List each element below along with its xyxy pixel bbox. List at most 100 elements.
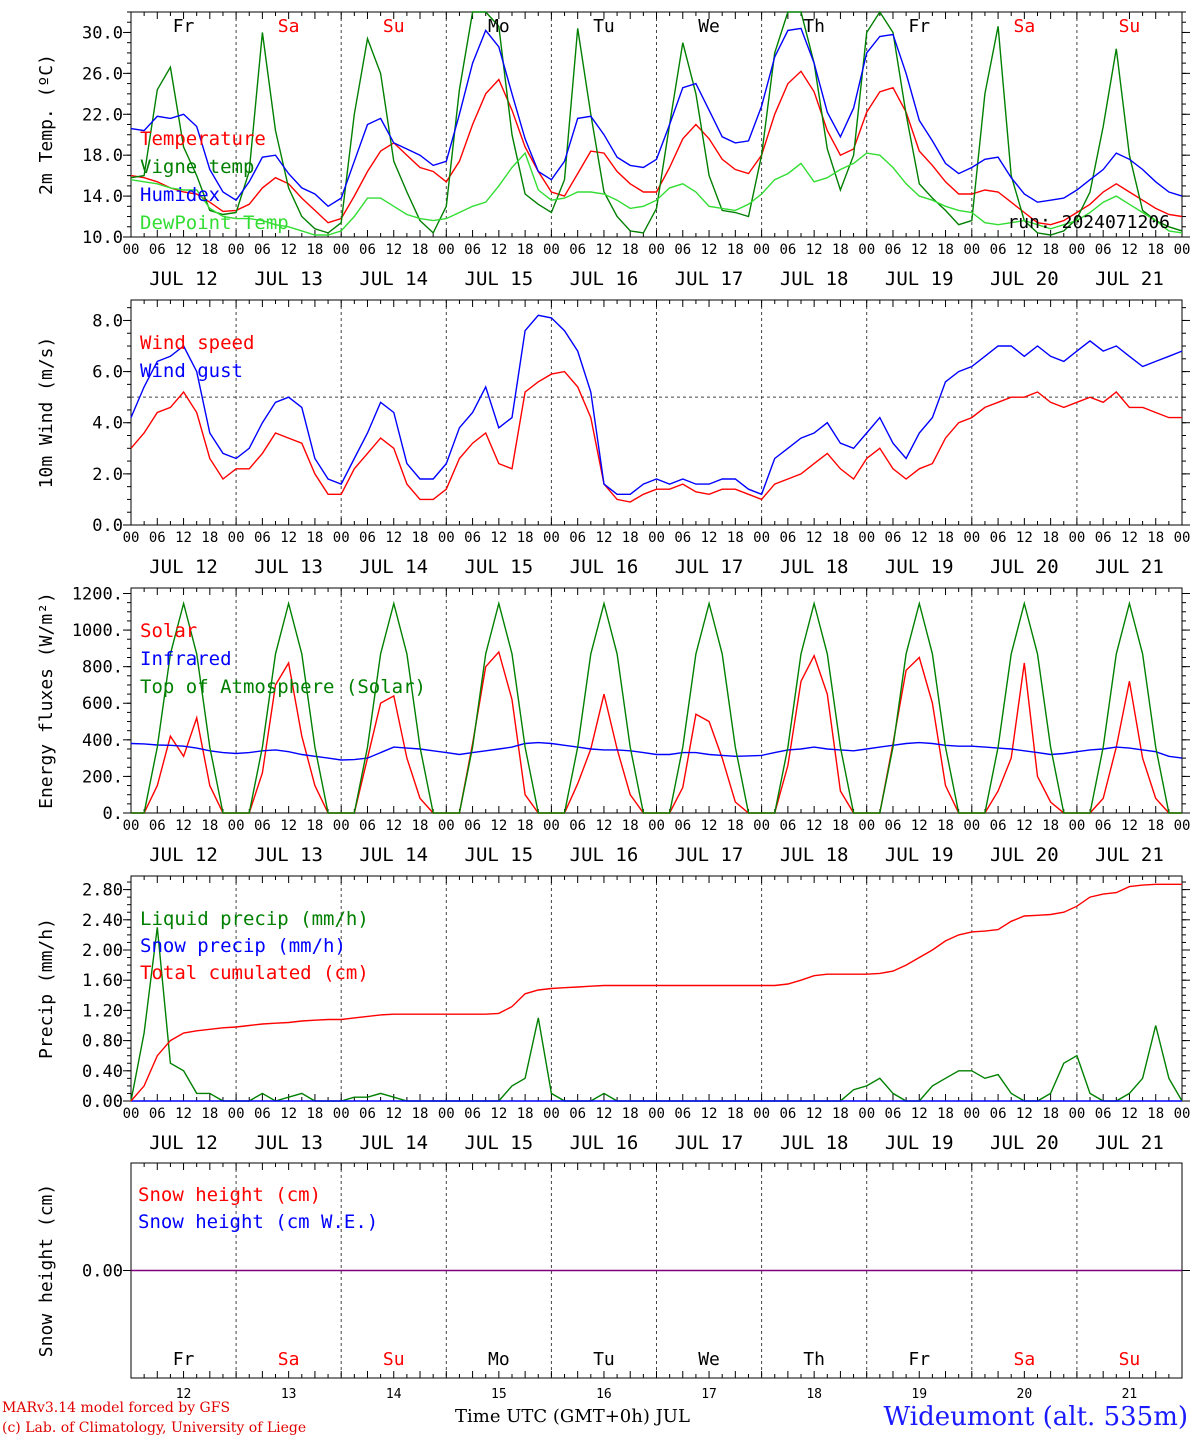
hour-tick-label: 00 — [543, 1106, 560, 1122]
y-tick-label: 600. — [82, 694, 123, 714]
legend-entry: Wind speed — [140, 332, 254, 354]
hour-tick-label: 18 — [1042, 530, 1059, 546]
hour-tick-label: 12 — [175, 818, 192, 834]
hour-tick-label: 06 — [1095, 530, 1112, 546]
hour-tick-label: 06 — [254, 818, 271, 834]
hour-tick-label: 00 — [963, 530, 980, 546]
y-tick-label: 4.0 — [92, 414, 123, 434]
hour-tick-label: 06 — [779, 1106, 796, 1122]
hour-tick-label: 00 — [858, 242, 875, 258]
day-number-label: 13 — [281, 1387, 297, 1402]
day-label: JUL 13 — [254, 1132, 323, 1154]
y-tick-label: 0.00 — [82, 1262, 123, 1282]
hour-tick-label: 00 — [1068, 242, 1085, 258]
day-label: JUL 13 — [254, 556, 323, 578]
hour-tick-label: 18 — [306, 818, 323, 834]
hour-tick-label: 06 — [990, 1106, 1007, 1122]
legend-entry: Total cumulated (cm) — [140, 962, 369, 984]
hour-tick-label: 12 — [490, 1106, 507, 1122]
day-number-label: 18 — [806, 1387, 822, 1402]
hour-tick-label: 18 — [727, 1106, 744, 1122]
hour-tick-label: 06 — [149, 242, 166, 258]
day-label: JUL 16 — [570, 1132, 639, 1154]
hour-tick-label: 18 — [412, 1106, 429, 1122]
day-label: JUL 21 — [1095, 1132, 1164, 1154]
hour-tick-label: 00 — [228, 818, 245, 834]
y-tick-label: 2.0 — [92, 465, 123, 485]
hour-tick-label: 12 — [1121, 1106, 1138, 1122]
hour-tick-label: 00 — [753, 530, 770, 546]
hour-tick-label: 06 — [569, 1106, 586, 1122]
plot-frame — [130, 299, 1183, 526]
weekday-label: Fr — [908, 16, 930, 37]
legend-entry: Top of Atmosphere (Solar) — [140, 676, 426, 698]
day-label: JUL 13 — [254, 268, 323, 290]
hour-tick-label: 06 — [254, 530, 271, 546]
hour-tick-label: 12 — [596, 1106, 613, 1122]
weekday-label: Su — [1119, 1349, 1141, 1370]
weekday-label: Su — [383, 1349, 405, 1370]
hour-tick-label: 06 — [149, 818, 166, 834]
y-tick-label: 0.0 — [92, 516, 123, 536]
hour-tick-label: 00 — [438, 1106, 455, 1122]
hour-tick-label: 18 — [412, 818, 429, 834]
hour-tick-label: 18 — [201, 1106, 218, 1122]
hour-tick-label: 12 — [490, 818, 507, 834]
y-axis-label: Precip (mm/h) — [36, 918, 57, 1059]
hour-tick-label: 00 — [963, 1106, 980, 1122]
y-tick-label: 22.0 — [82, 105, 123, 125]
hour-tick-label: 18 — [517, 1106, 534, 1122]
hour-tick-label: 12 — [1121, 530, 1138, 546]
y-tick-label: 8.0 — [92, 311, 123, 331]
hour-tick-label: 18 — [412, 242, 429, 258]
hour-tick-label: 06 — [990, 242, 1007, 258]
day-number-label: 21 — [1122, 1387, 1138, 1402]
day-label: JUL 20 — [990, 844, 1059, 866]
hour-tick-label: 12 — [1016, 530, 1033, 546]
day-label: JUL 21 — [1095, 844, 1164, 866]
hour-tick-label: 12 — [1016, 1106, 1033, 1122]
weekday-label: Mo — [488, 1349, 510, 1370]
day-label: JUL 21 — [1095, 268, 1164, 290]
hour-tick-label: 12 — [806, 530, 823, 546]
y-tick-label: 0.00 — [82, 1092, 123, 1112]
hour-tick-label: 18 — [1147, 242, 1164, 258]
hour-tick-label: 00 — [1068, 530, 1085, 546]
day-label: JUL 20 — [990, 556, 1059, 578]
hour-tick-label: 12 — [385, 242, 402, 258]
hour-tick-label: 06 — [674, 242, 691, 258]
legend-entry: Infrared — [140, 648, 232, 670]
day-label: JUL 17 — [675, 1132, 744, 1154]
hour-tick-label: 00 — [333, 818, 350, 834]
y-tick-label: 200. — [82, 767, 123, 787]
hour-tick-label: 12 — [385, 818, 402, 834]
hour-tick-label: 18 — [201, 530, 218, 546]
hour-tick-label: 00 — [228, 242, 245, 258]
series-line — [130, 370, 1182, 503]
hour-tick-label: 18 — [622, 530, 639, 546]
day-label: JUL 18 — [780, 1132, 849, 1154]
hour-tick-label: 06 — [464, 818, 481, 834]
hour-tick-label: 18 — [937, 818, 954, 834]
y-tick-label: 26.0 — [82, 64, 123, 84]
hour-tick-label: 12 — [701, 242, 718, 258]
day-label: JUL 13 — [254, 844, 323, 866]
hour-tick-label: 12 — [806, 818, 823, 834]
day-label: JUL 14 — [359, 1132, 428, 1154]
model-credit: MARv3.14 model forced by GFS — [2, 1400, 231, 1416]
hour-tick-label: 18 — [1042, 242, 1059, 258]
hour-tick-label: 00 — [123, 242, 140, 258]
day-label: JUL 19 — [885, 556, 954, 578]
day-number-label: 19 — [911, 1387, 927, 1402]
hour-tick-label: 18 — [727, 242, 744, 258]
weekday-label: Sa — [1014, 1349, 1036, 1370]
hour-tick-label: 18 — [306, 1106, 323, 1122]
y-tick-label: 18.0 — [82, 146, 123, 166]
y-axis-label: Energy fluxes (W/m²) — [36, 592, 57, 809]
series-line — [130, 70, 1183, 226]
weekday-label: Th — [803, 1349, 825, 1370]
hour-tick-label: 12 — [490, 242, 507, 258]
day-label: JUL 16 — [570, 844, 639, 866]
hour-tick-label: 06 — [359, 242, 376, 258]
y-tick-label: 0. — [103, 804, 123, 824]
